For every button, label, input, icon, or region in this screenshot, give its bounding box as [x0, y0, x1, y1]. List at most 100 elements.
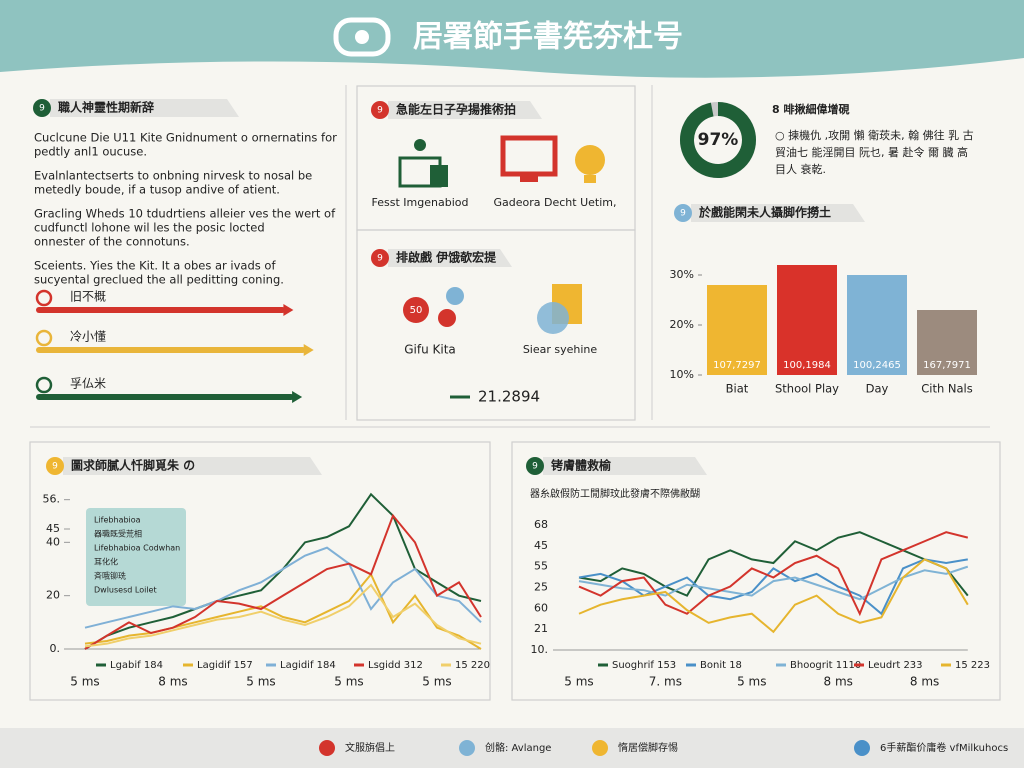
icon-bubble: [438, 309, 456, 327]
inset-legend-text: Lifebhabioa Codwhan: [94, 544, 180, 553]
heading-band: [388, 249, 512, 267]
y-tick-label: 10%: [670, 368, 694, 381]
page-title: 居署節手書筅夯杜号: [413, 20, 683, 55]
icon-body: [430, 165, 448, 187]
bar: [777, 265, 837, 375]
y-tick-label: 68: [534, 518, 548, 531]
badge: [674, 204, 692, 222]
section-heading: 圖求師膩人忏脚覓朱 の: [71, 458, 195, 473]
paragraph-line: cudfunctl lohone wil les the posic locte…: [34, 221, 265, 235]
y-tick-label: 0.: [50, 642, 61, 655]
inset-legend-text: 斉哦铆珗: [94, 571, 126, 581]
x-tick-label: 5 ms: [246, 675, 275, 689]
x-tick-label: 5 ms: [422, 675, 451, 689]
donut-label: 97%: [698, 130, 739, 150]
x-tick-label: Sthool Play: [775, 382, 839, 396]
bar: [707, 285, 767, 375]
legend-label: 15 220: [455, 660, 490, 671]
bubble: [403, 297, 429, 323]
legend-label: Leudrt 233: [868, 660, 923, 671]
donut-text: 目人 衰乾.: [775, 162, 826, 176]
legend-label: Lsgidd 312: [368, 660, 423, 671]
x-tick-label: 5 ms: [737, 675, 766, 689]
chart-subtitle: 器糸啟假防工閒脚玟此發膚不際佛敝醐: [530, 487, 700, 500]
logo: [333, 17, 391, 57]
paragraph-line: sucyental greclued the all peditting con…: [34, 273, 284, 287]
badge: [526, 457, 544, 475]
badge-number: 9: [532, 462, 538, 472]
item-label: Gifu Kita: [404, 343, 456, 357]
progress-bar: [36, 347, 306, 353]
progress-bar: [36, 394, 295, 400]
paragraph-line: onnester of the connotuns.: [34, 235, 190, 249]
icon-group: [398, 135, 605, 399]
icon-bubble: [446, 287, 464, 305]
x-tick-label: 8 ms: [824, 675, 853, 689]
x-tick-label: 5 ms: [70, 675, 99, 689]
badge: [33, 99, 51, 117]
inset-legend: [86, 508, 186, 606]
y-tick-label: 21: [534, 622, 548, 635]
bar: [847, 275, 907, 375]
figure: 21.2894: [478, 388, 540, 406]
legend-label: Lagidif 157: [197, 660, 253, 671]
badge-number: 9: [39, 104, 45, 114]
y-tick-label: 45: [534, 539, 548, 552]
footer-icon: [592, 740, 608, 756]
icon-circle: [537, 302, 569, 334]
bar-annotation: 100,2465: [853, 360, 901, 371]
progress-icon: [35, 376, 53, 394]
footer-text: 6手薪酯价庸卷 vfMilkuhocs: [880, 741, 1008, 754]
badge-number: 9: [377, 106, 383, 116]
badge-number: 9: [680, 209, 686, 219]
y-tick-label: 55: [534, 560, 548, 573]
inset-legend-text: 耳化化: [94, 557, 118, 567]
badge: [371, 249, 389, 267]
badge-number: 9: [377, 254, 383, 264]
footer-text: 创骼: Avlange: [485, 741, 551, 754]
heading-band: [543, 457, 707, 475]
paragraph-line: Evalnlantectserts to onbning nirvesk to …: [34, 169, 312, 183]
progress-bar: [36, 307, 286, 313]
donut-arc: [680, 102, 756, 178]
x-tick-label: 8 ms: [158, 675, 187, 689]
panel: [356, 229, 636, 421]
progress-icon: [35, 289, 53, 307]
y-tick-label: 25: [534, 581, 548, 594]
badge: [46, 457, 64, 475]
item-label: Gadeora Decht Uetim,: [494, 196, 617, 209]
x-tick-label: 7. ms: [649, 675, 682, 689]
section-heading: 急能左日子孕揚推術拍: [396, 102, 516, 117]
donut-heading: 8 啡揪細偉增硯: [772, 102, 849, 116]
icon-bulb-base: [584, 175, 596, 183]
donut-text: 貿油七 能淫開目 阮乜, 暑 赴令 爾 臓 高: [775, 145, 968, 159]
legend-label: Lgabif 184: [110, 660, 163, 671]
inset-legend-text: 器職既受荒相: [94, 529, 142, 539]
paragraph-line: Cuclcune Die U11 Kite Gnidnument o orner…: [34, 131, 337, 145]
section-heading: 職人神靈性期新辞: [58, 100, 154, 115]
inset-legend-text: Lifebhabioa: [94, 516, 141, 525]
x-tick-label: 8 ms: [910, 675, 939, 689]
panel: [29, 441, 491, 701]
y-tick-label: 20%: [670, 318, 694, 331]
progress-label: 孚仏米: [70, 377, 106, 391]
icon-bulb: [575, 145, 605, 175]
y-tick-label: 10.: [531, 643, 549, 656]
x-tick-label: Biat: [726, 382, 749, 396]
footer-icon: [459, 740, 475, 756]
legend-label: Bonit 18: [700, 660, 742, 671]
x-tick-label: 5 ms: [334, 675, 363, 689]
icon-stand: [520, 176, 538, 182]
donut-text: ○ 揀機仇 ,攻開 懶 衛莰未, 翰 佛往 乳 古: [775, 128, 974, 142]
line-series: [84, 583, 482, 648]
progress-arrow: [303, 344, 314, 356]
y-tick-label: 20: [46, 589, 60, 602]
footer-text: 文服旃倡上: [345, 741, 395, 754]
y-tick-label: 30%: [670, 268, 694, 281]
legend-label: 15 223: [955, 660, 990, 671]
inset-legend-text: Dwlusesd Loilet: [94, 586, 157, 595]
line-series: [578, 558, 969, 634]
section-heading: 排啟戲 伊饿欹宏提: [396, 250, 497, 265]
footer-icon: [319, 740, 335, 756]
